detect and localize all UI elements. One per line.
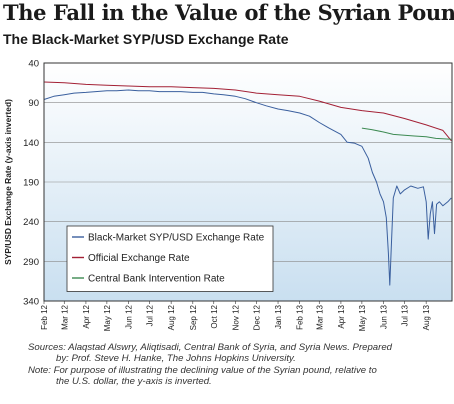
x-tick-label: Jun 13 — [380, 304, 389, 329]
legend-label: Official Exchange Rate — [88, 253, 190, 264]
x-tick-label: Apr 13 — [337, 304, 346, 328]
series-line-1 — [43, 89, 452, 286]
x-tick-label: Oct 12 — [210, 304, 219, 328]
x-tick-label: Mar 12 — [60, 304, 69, 329]
chart-notes: Sources: Alaqstad Alswry, Aliqtisadi, Ce… — [28, 342, 452, 388]
y-tick-label: 40 — [28, 59, 39, 70]
chart-subtitle: The Black-Market SYP/USD Exchange Rate — [3, 31, 289, 47]
chart-title: The Fall in the Value of the Syrian Poun… — [3, 0, 454, 25]
notes-line-4: the U.S. dollar, the y-axis is inverted. — [56, 376, 212, 388]
series-lines — [43, 81, 452, 286]
notes-line-1: Sources: Alaqstad Alswry, Aliqtisadi, Ce… — [28, 342, 393, 353]
x-tick-label: Feb 13 — [296, 304, 305, 329]
y-tick-label: 140 — [23, 138, 39, 149]
y-axis-label: SYP/USD Exchange Rate (y-axis inverted) — [3, 99, 13, 265]
x-tick-label: Apr 12 — [82, 304, 91, 328]
y-tick-label: 240 — [23, 217, 39, 228]
notes-line-3: Note: For purpose of illustrating the de… — [28, 364, 377, 376]
plot-border — [43, 62, 453, 302]
y-tick-label: 340 — [23, 297, 39, 308]
x-tick-label: Aug 12 — [167, 304, 176, 330]
series-line-3 — [361, 127, 452, 140]
legend: Black-Market SYP/USD Exchange Rate Offici… — [66, 225, 274, 292]
y-axis-ticks: 40 90 140 190 240 290 340 — [23, 59, 39, 308]
x-tick-label: Jan 13 — [274, 304, 283, 329]
x-tick-label: Dec 12 — [252, 304, 261, 330]
x-tick-label: May 13 — [358, 304, 367, 331]
x-tick-label: Jul 13 — [400, 304, 409, 326]
x-tick-label: Jul 12 — [145, 304, 154, 326]
x-tick-label: Aug 13 — [422, 304, 431, 330]
x-tick-label: Nov 12 — [231, 304, 240, 330]
x-tick-label: May 12 — [103, 304, 112, 331]
x-tick-label: Jun 12 — [125, 304, 134, 329]
x-axis-ticks: Feb 12 Mar 12 Apr 12 May 12 Jun 12 Jul 12 Aug … — [40, 301, 431, 331]
x-tick-label: Mar 13 — [315, 304, 324, 329]
y-tick-label: 190 — [23, 178, 39, 189]
x-tick-label: Feb 12 — [40, 304, 49, 329]
x-tick-label: Sep 12 — [189, 304, 198, 330]
legend-label: Central Bank Intervention Rate — [88, 274, 225, 285]
y-tick-label: 290 — [23, 257, 39, 268]
notes-line-2: by: Prof. Steve H. Hanke, The Johns Hopk… — [56, 353, 296, 365]
y-tick-label: 90 — [28, 98, 39, 109]
series-line-2 — [43, 81, 452, 142]
legend-label: Black-Market SYP/USD Exchange Rate — [88, 233, 265, 244]
legend-box — [66, 225, 274, 292]
